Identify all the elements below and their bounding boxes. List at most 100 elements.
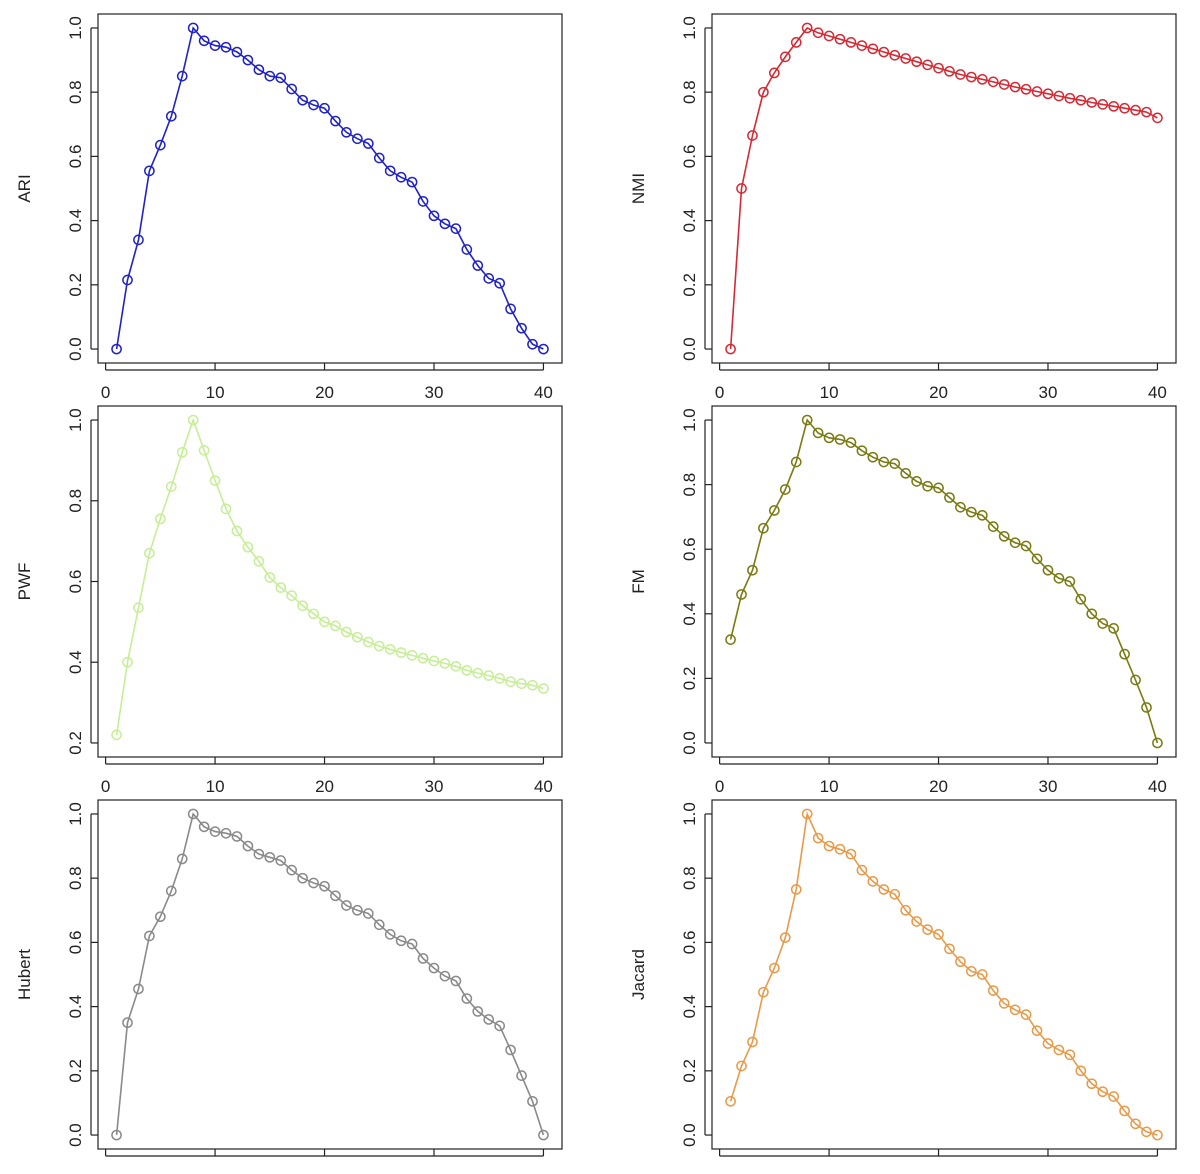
- data-point: [955, 69, 966, 80]
- data-point: [823, 432, 835, 444]
- data-point: [900, 53, 912, 64]
- data-point: [1064, 92, 1076, 104]
- data-point: [1152, 112, 1163, 124]
- y-tick-label: 0.6: [680, 145, 699, 169]
- data-point: [253, 64, 265, 76]
- y-tick-label: 0.0: [680, 731, 699, 755]
- data-point: [176, 853, 188, 865]
- data-point: [494, 277, 506, 289]
- data-point: [944, 943, 955, 955]
- data-point: [516, 678, 527, 689]
- x-tick-label: 30: [425, 383, 444, 402]
- data-point: [867, 451, 879, 463]
- data-point: [834, 843, 846, 855]
- panel-ari: 0.0 0.2 0.4 0.6 0.8 1.0 ARI 0 10 20 30 40: [15, 13, 563, 402]
- data-point: [889, 49, 901, 61]
- data-point: [922, 59, 933, 71]
- y-tick-label: 0.0: [680, 337, 699, 361]
- data-point: [1009, 1004, 1021, 1016]
- data-point: [516, 322, 527, 334]
- plot-frame: [97, 13, 563, 364]
- data-point: [933, 929, 944, 940]
- data-point: [308, 877, 319, 889]
- data-point: [889, 888, 901, 900]
- series-line: [115, 417, 544, 736]
- panel-fm: 0.0 0.2 0.4 0.6 0.8 1.0 FM 0 10 20 30 40: [629, 405, 1177, 796]
- y-axis-title: Hubert: [15, 949, 34, 1000]
- data-point: [352, 133, 363, 145]
- y-tick-label: 0.0: [680, 1123, 699, 1147]
- data-point: [231, 46, 243, 58]
- data-point: [736, 1060, 747, 1072]
- data-point: [319, 102, 330, 114]
- y-tick-label: 1.0: [66, 802, 85, 826]
- x-tick-label: 20: [929, 777, 948, 796]
- data-point: [747, 564, 758, 576]
- data-point: [889, 458, 901, 469]
- data-point: [1097, 618, 1109, 629]
- data-point: [319, 616, 330, 628]
- data-point: [384, 929, 396, 940]
- data-point: [736, 589, 747, 600]
- data-point: [417, 652, 429, 664]
- series-line: [729, 811, 1158, 1136]
- data-point: [417, 953, 429, 964]
- data-point: [165, 481, 177, 492]
- data-point: [790, 884, 802, 895]
- data-point: [998, 530, 1010, 542]
- data-point: [144, 165, 155, 177]
- data-point: [1141, 1126, 1152, 1138]
- data-point: [209, 40, 221, 51]
- y-tick-label: 0.8: [66, 866, 85, 890]
- x-tick-label: 20: [929, 383, 948, 402]
- y-axis-title: NMI: [629, 173, 648, 204]
- data-point: [428, 655, 440, 667]
- data-point: [867, 876, 879, 887]
- data-point: [1108, 1091, 1120, 1102]
- data-point: [319, 880, 330, 892]
- data-point: [823, 30, 835, 42]
- data-point: [176, 446, 188, 458]
- data-point: [341, 626, 352, 638]
- y-tick-label: 0.6: [680, 931, 699, 955]
- data-point: [242, 541, 254, 553]
- x-tick-label: 20: [315, 383, 334, 402]
- data-point: [1097, 1086, 1109, 1098]
- data-point: [133, 234, 144, 246]
- x-tick-label: 40: [1148, 777, 1167, 796]
- data-point: [341, 126, 352, 138]
- data-point: [856, 40, 868, 51]
- data-point: [406, 938, 418, 950]
- data-point: [966, 71, 977, 83]
- data-point: [483, 1014, 495, 1025]
- x-axis: 0 10 20 30 40: [101, 757, 553, 796]
- data-point: [373, 919, 385, 931]
- x-axis: [105, 1149, 545, 1157]
- x-tick-label: 0: [101, 383, 110, 402]
- data-point: [122, 274, 133, 286]
- data-point: [165, 110, 177, 122]
- data-point: [297, 94, 308, 106]
- x-tick-label: 30: [1039, 383, 1058, 402]
- y-tick-label: 1.0: [680, 802, 699, 826]
- data-point: [987, 521, 999, 532]
- data-point: [538, 683, 549, 694]
- x-axis: 0 10 20 30 40: [715, 363, 1167, 402]
- data-point: [976, 73, 988, 85]
- data-point: [1020, 540, 1032, 552]
- data-point: [1042, 88, 1054, 100]
- data-point: [122, 656, 133, 668]
- data-point: [483, 273, 495, 284]
- data-point: [758, 86, 769, 98]
- data-point: [758, 986, 769, 998]
- data-point: [1119, 1105, 1130, 1117]
- data-point: [198, 821, 210, 833]
- data-point: [352, 904, 363, 916]
- data-point: [505, 1044, 516, 1056]
- data-point: [516, 1070, 527, 1081]
- x-tick-label: 20: [315, 777, 334, 796]
- data-point: [1031, 86, 1043, 97]
- data-point: [505, 676, 516, 687]
- panel-hubert: 0.0 0.2 0.4 0.6 0.8 1.0 Hubert: [15, 799, 563, 1157]
- data-point: [461, 993, 473, 1004]
